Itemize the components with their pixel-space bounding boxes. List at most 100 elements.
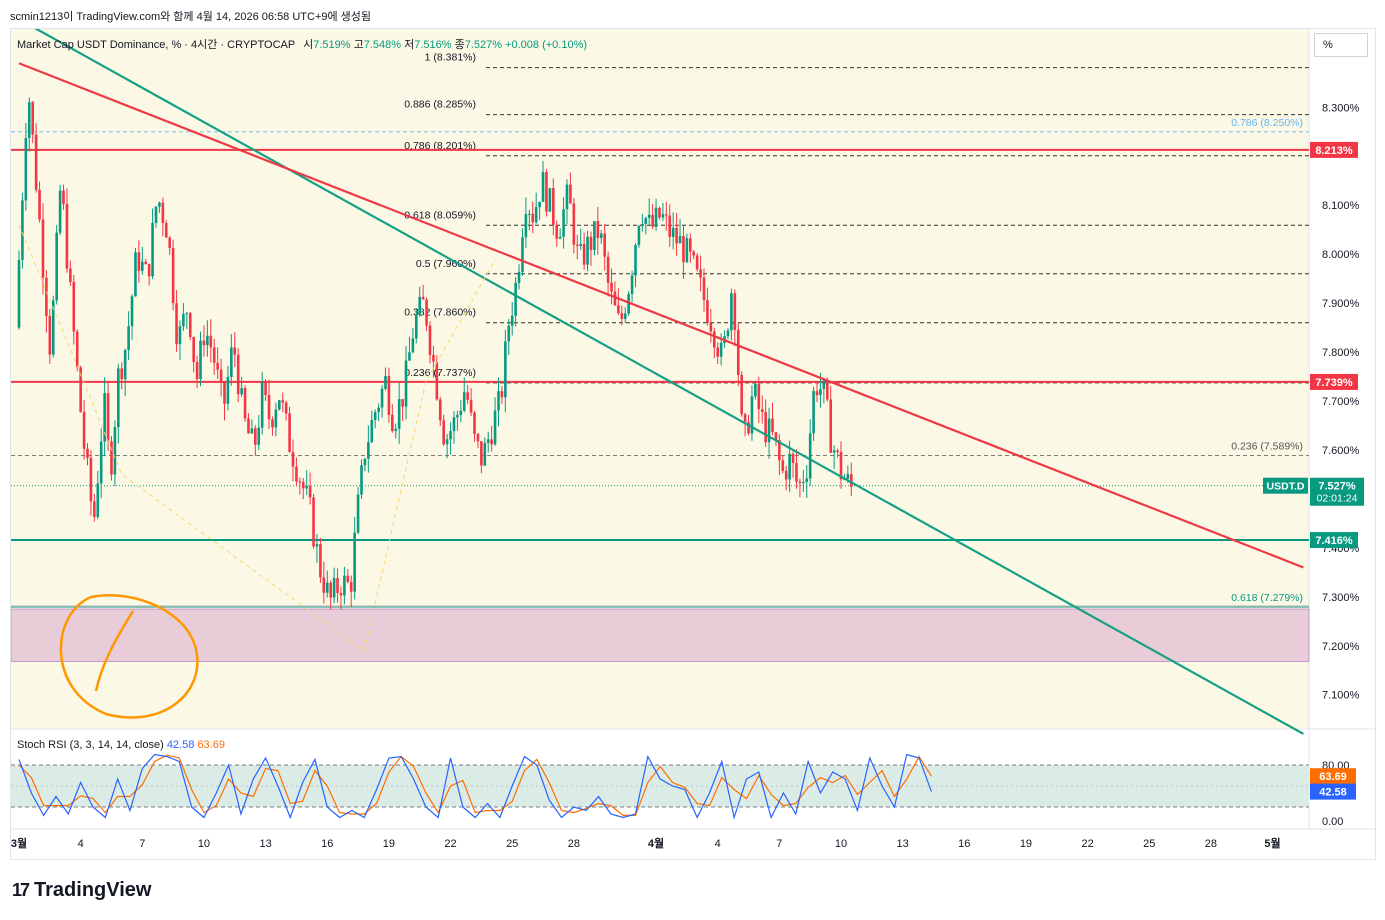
candle-body <box>69 268 72 282</box>
candle-body <box>188 313 192 337</box>
low-label: 저 <box>404 39 415 51</box>
candle-body <box>164 222 168 238</box>
candle-body <box>692 251 696 256</box>
time-axis[interactable]: 3월 4 7 10 13 16 19 22 25 28 4월 4 7 10 13 16 19 22 25 28 5월 <box>11 836 1281 850</box>
candle-body <box>826 380 829 400</box>
candle-body <box>709 322 713 332</box>
support-zone-rect <box>11 608 1310 662</box>
candle-body <box>384 375 387 389</box>
candle-body <box>647 214 651 218</box>
candle-body <box>435 361 439 400</box>
fib-label: 0.382 (7.860%) <box>404 307 476 319</box>
candle-body <box>764 411 767 443</box>
candle-body <box>209 335 213 348</box>
candle-body <box>339 593 343 596</box>
stoch-rsi-d-value: 63.69 <box>197 739 225 751</box>
candle-body <box>411 338 415 353</box>
candle-body <box>839 451 843 480</box>
drawings <box>18 224 497 719</box>
candle-body <box>397 399 401 429</box>
candle-body <box>836 450 839 452</box>
candle-body <box>257 427 261 445</box>
candle-body <box>617 305 620 314</box>
candle-body <box>120 368 124 380</box>
candle-body <box>236 354 240 395</box>
rsi-value-tag-label: 63.69 <box>1319 771 1347 783</box>
candle-body <box>812 391 815 434</box>
low-value: 7.516% <box>414 39 452 51</box>
time-tick-label: 3월 <box>11 836 27 850</box>
candle-body <box>199 340 202 380</box>
candle-body <box>562 209 565 237</box>
symbol-legend[interactable]: Market Cap USDT Dominance, % · 4시간 · CRY… <box>17 36 587 52</box>
candle-body <box>391 414 394 432</box>
candle-body <box>637 226 641 245</box>
trendline-red <box>18 62 1304 569</box>
candle-body <box>733 293 737 330</box>
price-unit-button[interactable]: % <box>1314 33 1368 57</box>
fib-helper-line <box>18 224 365 652</box>
rsi-value-tag-label: 42.58 <box>1319 787 1347 799</box>
candle-body <box>168 237 171 248</box>
price-tick-label: 7.600% <box>1322 445 1360 457</box>
candle-body <box>281 400 285 403</box>
time-tick-label: 13 <box>259 838 271 850</box>
candle-body <box>58 190 62 233</box>
level-tag-label: 8.213% <box>1315 145 1353 157</box>
candle-body <box>363 458 367 466</box>
circle-annotation <box>59 594 199 719</box>
candle-body <box>778 440 781 461</box>
stoch-rsi-legend[interactable]: Stoch RSI (3, 3, 14, 14, close) 42.58 63… <box>17 739 225 751</box>
stoch-rsi-pane <box>11 753 1309 820</box>
time-tick-label: 10 <box>198 838 210 850</box>
candle-body <box>528 213 531 215</box>
candle-body <box>243 388 247 419</box>
candle-body <box>716 347 719 357</box>
candle-body <box>267 395 271 420</box>
candle-body <box>754 383 757 397</box>
candle-body <box>250 428 254 434</box>
candle-body <box>45 277 48 317</box>
time-tick-label: 25 <box>1143 838 1155 850</box>
candle-body <box>497 391 500 411</box>
candle-body <box>137 252 141 271</box>
candle-body <box>774 432 778 441</box>
open-value: 7.519% <box>313 39 351 51</box>
chart-frame[interactable]: 1 (8.381%) 0.886 (8.285%) 0.786 (8.201%) 0.… <box>10 28 1376 860</box>
price-tick-label: 8.300% <box>1322 102 1360 114</box>
candle-body <box>254 428 257 445</box>
candle-body <box>127 326 130 351</box>
candle-body <box>736 329 740 375</box>
candle-body <box>808 433 812 479</box>
candle-body <box>788 453 791 480</box>
candle-body <box>99 441 103 484</box>
candle-body <box>89 457 93 502</box>
candle-body <box>767 418 771 443</box>
time-tick-label: 10 <box>835 838 847 850</box>
candle-body <box>278 400 281 410</box>
chart-canvas[interactable]: 1 (8.381%) 0.886 (8.285%) 0.786 (8.201%) 0.… <box>11 29 1376 860</box>
candle-body <box>380 388 384 408</box>
candle-body <box>425 299 428 326</box>
open-label: 시 <box>303 39 314 51</box>
candle-body <box>822 380 826 390</box>
support-zone <box>11 605 1310 662</box>
candle-body <box>117 368 120 428</box>
time-tick-label: 4 <box>715 838 721 850</box>
candle-body <box>589 236 593 251</box>
symbol-name[interactable]: Market Cap USDT Dominance, % · 4시간 · CRY… <box>17 39 296 51</box>
fib-label: 0.236 (7.737%) <box>404 367 476 379</box>
candle-body <box>312 497 315 547</box>
candle-body <box>586 236 589 265</box>
candle-body <box>524 214 528 238</box>
price-tick-label: 8.100% <box>1322 200 1360 212</box>
stoch-rsi-title[interactable]: Stoch RSI (3, 3, 14, 14, close) <box>17 739 164 751</box>
time-tick-label: 16 <box>321 838 333 850</box>
level-tag-bg <box>1310 532 1358 549</box>
candle-body <box>473 412 476 435</box>
candle-body <box>175 303 178 345</box>
candle-body <box>240 388 243 395</box>
right-fib-label: 0.618 (7.279%) <box>1231 592 1303 604</box>
candle-body <box>747 422 750 434</box>
candle-body <box>593 221 596 251</box>
